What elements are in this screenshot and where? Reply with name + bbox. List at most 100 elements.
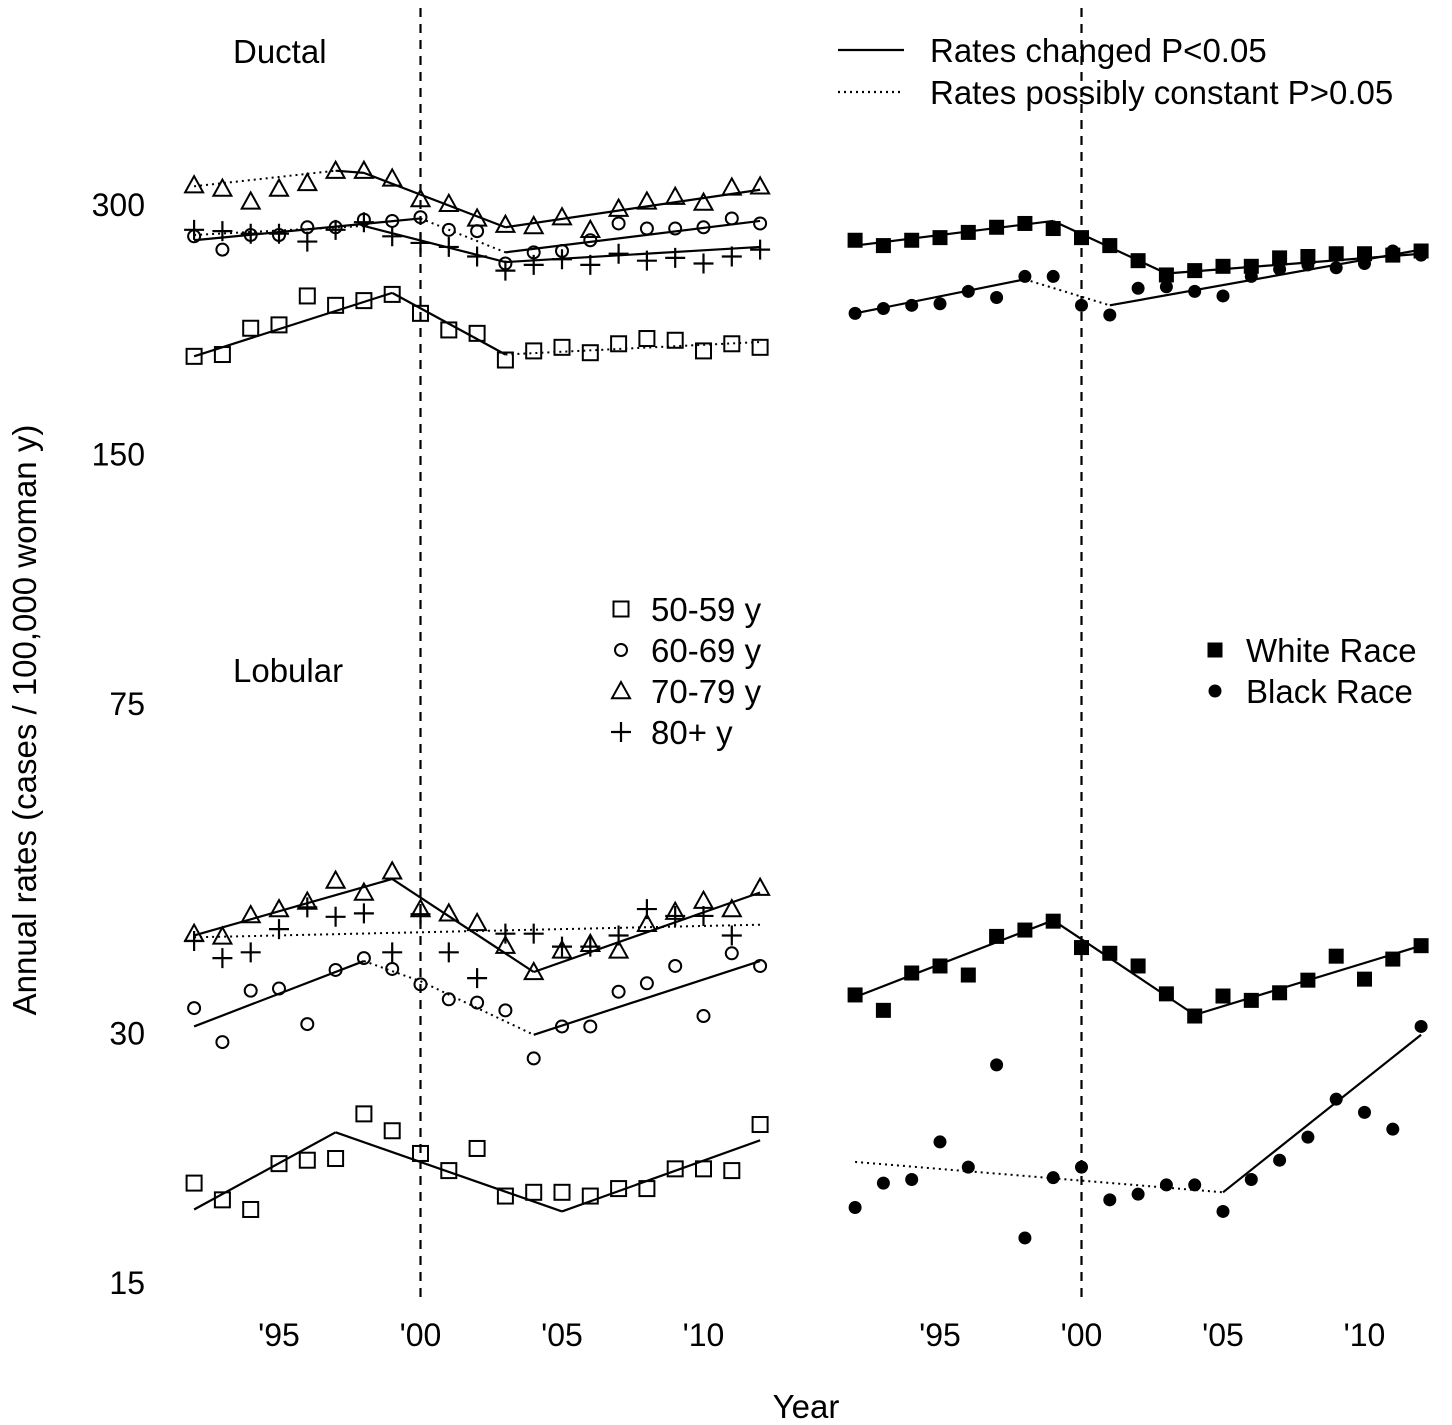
- data-point: [381, 167, 403, 187]
- data-point: [696, 220, 711, 235]
- legend-marker-plus: [611, 722, 631, 742]
- trend-line-segment: [193, 291, 393, 358]
- data-point: [183, 174, 205, 194]
- data-markers: [183, 159, 1429, 1245]
- data-point: [1017, 922, 1033, 938]
- data-point: [240, 904, 262, 924]
- data-point: [666, 331, 684, 349]
- data-point: [1188, 284, 1202, 298]
- data-point: [721, 176, 743, 196]
- data-point: [751, 1116, 769, 1134]
- data-point: [467, 246, 488, 267]
- data-point: [1074, 940, 1089, 956]
- data-point: [724, 211, 739, 226]
- data-point: [412, 1144, 429, 1162]
- data-point: [723, 335, 741, 353]
- data-point: [298, 287, 316, 305]
- data-point: [327, 1150, 345, 1168]
- data-point: [553, 1183, 571, 1201]
- data-point: [297, 231, 318, 252]
- data-point: [1273, 262, 1287, 276]
- data-point: [240, 223, 261, 244]
- data-point: [610, 335, 628, 353]
- data-point: [753, 958, 768, 973]
- y-axis-ticks: 300 150 75 30 15: [92, 187, 145, 1301]
- data-point: [933, 297, 947, 311]
- data-point: [526, 1051, 541, 1066]
- data-point: [1301, 1130, 1315, 1144]
- data-point: [523, 923, 544, 944]
- legend-label: 70-79 y: [651, 673, 762, 710]
- data-point: [353, 881, 375, 901]
- trend-line-segment: [193, 217, 421, 242]
- data-point: [1187, 263, 1203, 279]
- legend-label: Rates changed P<0.05: [930, 32, 1267, 69]
- data-point: [300, 220, 315, 235]
- data-point: [1358, 256, 1371, 270]
- data-point: [636, 250, 657, 271]
- x-axis-ticks: '95 '00 '05 '10 '95 '00 '05 '10: [258, 1317, 1385, 1353]
- data-point: [495, 260, 516, 281]
- data-point: [753, 216, 768, 231]
- data-point: [1216, 289, 1230, 303]
- legend-marker-circle: [614, 643, 628, 657]
- data-point: [1130, 253, 1146, 269]
- data-point: [413, 210, 428, 225]
- trend-line-segment: [561, 1139, 761, 1213]
- data-point: [470, 224, 485, 239]
- data-point: [1414, 248, 1428, 262]
- data-point: [1244, 269, 1258, 283]
- data-point: [961, 1160, 975, 1174]
- data-point: [1272, 250, 1288, 266]
- data-point: [961, 284, 975, 298]
- legend-label: 50-59 y: [651, 591, 762, 628]
- trend-line-segment: [533, 959, 761, 1036]
- data-point: [692, 889, 715, 909]
- legend-label: Rates possibly constant P>0.05: [930, 74, 1393, 111]
- data-point: [1018, 1231, 1032, 1245]
- data-point: [1158, 986, 1174, 1002]
- data-point: [438, 236, 459, 257]
- data-point: [438, 942, 459, 963]
- data-point: [1131, 281, 1145, 295]
- x-tick-label: '10: [683, 1317, 725, 1353]
- data-point: [1386, 1122, 1400, 1136]
- data-point: [523, 214, 545, 235]
- y-tick-label: 15: [109, 1265, 145, 1301]
- data-point: [383, 1122, 401, 1140]
- data-point: [1301, 258, 1315, 272]
- data-point: [847, 987, 863, 1003]
- data-point: [213, 346, 231, 364]
- data-point: [212, 221, 233, 242]
- data-point: [327, 296, 345, 314]
- data-point: [580, 936, 601, 957]
- data-point: [438, 192, 460, 213]
- data-point: [1357, 246, 1372, 262]
- data-point: [215, 242, 230, 257]
- data-point: [270, 316, 288, 334]
- group-label-lobular: Lobular: [233, 652, 343, 689]
- data-point: [240, 942, 261, 963]
- data-point: [989, 928, 1005, 944]
- data-point: [353, 212, 374, 233]
- data-point: [1046, 1171, 1060, 1185]
- data-point: [1272, 985, 1288, 1001]
- data-point: [1046, 269, 1060, 283]
- x-tick-label: '00: [400, 1317, 442, 1353]
- data-point: [1358, 1105, 1371, 1119]
- data-point: [696, 1009, 711, 1024]
- data-point: [324, 869, 347, 889]
- legend-marker-square: [612, 600, 630, 618]
- data-point: [611, 984, 626, 999]
- data-point: [353, 159, 375, 179]
- data-point: [905, 1172, 919, 1186]
- x-tick-label: '95: [919, 1317, 961, 1353]
- data-point: [695, 1160, 712, 1178]
- data-point: [580, 254, 601, 275]
- legend-label: 60-69 y: [651, 632, 762, 669]
- line-style-legend: Rates changed P<0.05 Rates possibly const…: [838, 32, 1393, 111]
- data-point: [242, 1200, 260, 1218]
- legend-label: 80+ y: [651, 714, 733, 751]
- data-point: [639, 976, 654, 991]
- trend-line-segment: [505, 245, 761, 264]
